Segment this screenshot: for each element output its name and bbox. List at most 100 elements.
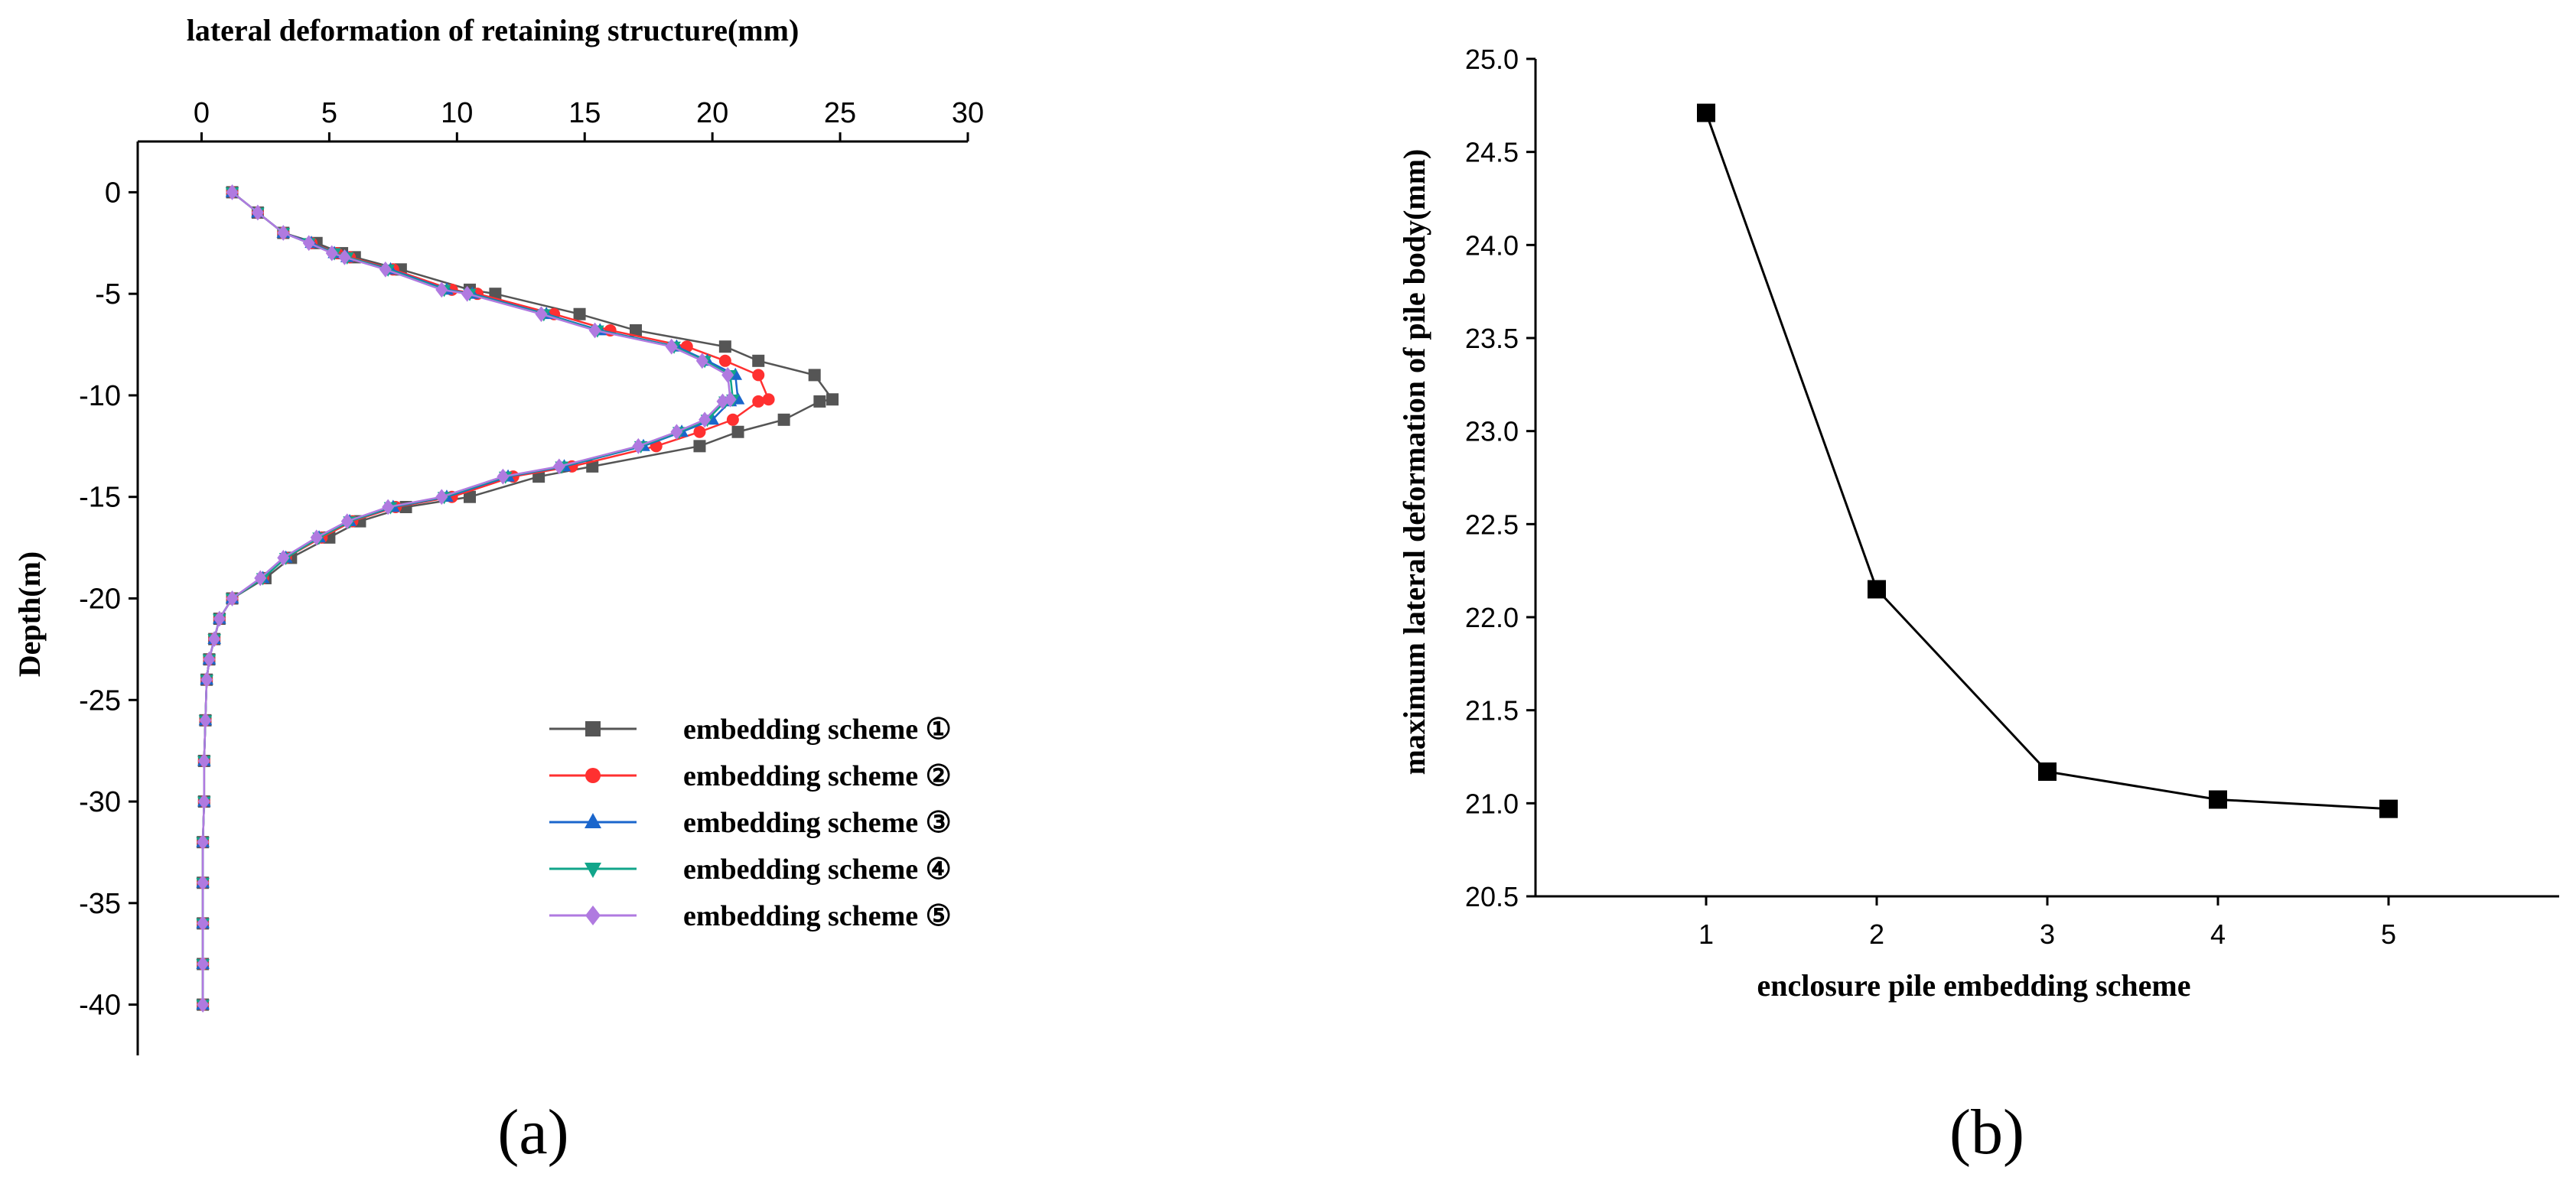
panel-a-series-5-point — [197, 956, 210, 972]
panel-a-series-5-point — [665, 338, 678, 355]
panel-a-series-5-point — [277, 225, 290, 241]
panel-a-series-1-point — [808, 369, 821, 382]
panel-b-y-tick-label: 22.0 — [1465, 602, 1519, 633]
panel-b-x-tick-label: 5 — [2381, 919, 2396, 950]
panel-a-series-5-point — [199, 712, 212, 729]
panel-a-series-5-point — [197, 915, 210, 932]
panel-b-x-tick-label: 4 — [2210, 919, 2226, 950]
panel-a-series-1-point — [630, 324, 642, 337]
panel-a-y-tick-label: 0 — [105, 177, 121, 209]
panel-a-series-5-point — [379, 261, 392, 278]
panel-a-label: (a) — [497, 1097, 568, 1168]
panel-b-series-1 — [1697, 103, 2398, 818]
panel-b-label: (b) — [1949, 1097, 2024, 1168]
panel-a-series-1-point — [573, 307, 586, 320]
panel-a-series-5-point — [716, 393, 729, 410]
panel-a-series-5-point — [213, 610, 226, 627]
panel-a-series-5-point — [197, 997, 210, 1013]
panel-a-series-5-point — [340, 513, 353, 529]
panel-a-series-2 — [197, 186, 775, 1011]
panel-b-y-tick-label: 21.0 — [1465, 788, 1519, 819]
panel-b-y-tick-label: 22.5 — [1465, 509, 1519, 540]
panel-a-series-5-point — [208, 631, 221, 648]
panel-b-series — [1697, 103, 2398, 818]
panel-a-series-5-point — [226, 184, 239, 200]
panel-b-x-tick-label: 2 — [1869, 919, 1884, 950]
panel-b-y-tick-label: 23.5 — [1465, 323, 1519, 354]
panel-a-series-2-point — [752, 369, 765, 382]
panel-a-series-5-point — [203, 651, 216, 668]
panel-b-axes: 1 2 3 4 5 20.5 21.0 21.5 22.0 22.5 23.0 23.5 24.0 24.… — [1465, 44, 2559, 950]
panel-a-legend-label: embedding scheme ④ — [683, 853, 952, 886]
panel-a-x-tick-label: 30 — [952, 97, 984, 129]
panel-a-series-1-point — [752, 354, 765, 367]
panel-b-series-point — [2038, 762, 2057, 781]
panel-b-series-line — [1705, 112, 2389, 811]
panel-a-legend-swatch-marker — [585, 863, 601, 878]
panel-b-series-point — [2379, 799, 2398, 818]
panel-a-series-5-point — [497, 468, 510, 485]
panel-a-x-tick-label: 25 — [824, 97, 856, 129]
panel-a-series-1-point — [826, 393, 839, 406]
panel-a-series-2-point — [752, 395, 765, 408]
panel-a-legend-swatch-marker — [585, 721, 601, 736]
panel-a-series-2-point — [718, 354, 731, 367]
panel-a-series-2-point — [693, 425, 706, 438]
panel-a-y-tick-label: -20 — [79, 584, 121, 616]
panel-a-series-5-point — [435, 281, 448, 298]
panel-a-x-axis-title: lateral deformation of retaining structu… — [187, 13, 800, 47]
panel-a-series-5-point — [535, 306, 548, 323]
panel-a-series-5-point — [302, 235, 315, 252]
panel-a-x-tick-label: 5 — [321, 97, 337, 129]
panel-a-series-5-point — [588, 322, 601, 339]
panel-b-x-tick-label: 1 — [1698, 919, 1714, 950]
panel-a-series-1-point — [586, 460, 599, 473]
panel-a-series-4 — [196, 187, 740, 1013]
panel-a-x-tick-label: 10 — [441, 97, 473, 129]
panel-b-y-tick-label: 24.0 — [1465, 229, 1519, 261]
panel-b-x-axis-title: enclosure pile embedding scheme — [1757, 968, 2190, 1003]
panel-b-x-tick-label: 3 — [2040, 919, 2055, 950]
panel-a-y-tick-label: -5 — [95, 278, 121, 311]
panel-a-y-tick-label: -40 — [79, 990, 121, 1022]
panel-a-series-3-line — [201, 191, 739, 1005]
panel-a-series-5-point — [382, 499, 395, 515]
panel-a-series-1-point — [718, 340, 731, 353]
panel-a-series-5-point — [197, 753, 210, 769]
panel-a-y-tick-label: -35 — [79, 888, 121, 920]
panel-a-series-5-point — [251, 204, 264, 221]
panel-a-series-5-point — [461, 285, 474, 302]
panel-a-series-5-point — [552, 458, 565, 475]
panel-a-series-5-point — [670, 424, 683, 441]
panel-b-chart: enclosure pile embedding scheme maximum … — [1397, 44, 2559, 1168]
panel-a-series-5-line — [201, 191, 731, 1005]
panel-a-series-5-point — [226, 590, 239, 606]
panel-a-legend-swatch-marker — [585, 768, 601, 783]
panel-a-series-5-point — [254, 570, 267, 587]
panel-a-series-2-point — [726, 413, 739, 426]
panel-a-series-1-point — [813, 395, 826, 408]
panel-a-legend-label: embedding scheme ① — [683, 714, 952, 746]
panel-a-y-tick-label: -30 — [79, 786, 121, 818]
panel-a-legend-label: embedding scheme ⑤ — [683, 900, 952, 932]
panel-b-y-tick-label: 23.0 — [1465, 416, 1519, 447]
panel-a-series-1-point — [731, 425, 744, 438]
panel-a-series-1-point — [693, 440, 706, 453]
panel-b-y-tick-label: 25.0 — [1465, 44, 1519, 75]
panel-b-y-tick-label: 20.5 — [1465, 881, 1519, 912]
panel-a-series-5-point — [197, 874, 210, 891]
panel-a-series-5-point — [338, 249, 351, 265]
panel-a-series-5 — [197, 184, 737, 1013]
panel-a-series-5-point — [310, 529, 323, 546]
panel-a-legend-swatch-marker — [585, 813, 601, 828]
panel-a-axes: 0 5 10 15 20 25 30 0 -5 -10 -15 -20 -25 -30 -35 -40 — [79, 97, 984, 1055]
panel-a-series-5-point — [721, 366, 734, 383]
panel-a-series-4-line — [201, 191, 734, 1005]
panel-a-legend-swatch-marker — [585, 906, 601, 925]
panel-b-series-point — [1868, 580, 1886, 599]
panel-a-y-axis-title: Depth(m) — [12, 551, 47, 677]
panel-b-y-axis-title: maximum lateral deformation of pile body… — [1397, 149, 1431, 775]
panel-a-legend: embedding scheme ① embedding scheme ② embe… — [549, 714, 952, 932]
panel-a-series-2-point — [762, 393, 775, 406]
